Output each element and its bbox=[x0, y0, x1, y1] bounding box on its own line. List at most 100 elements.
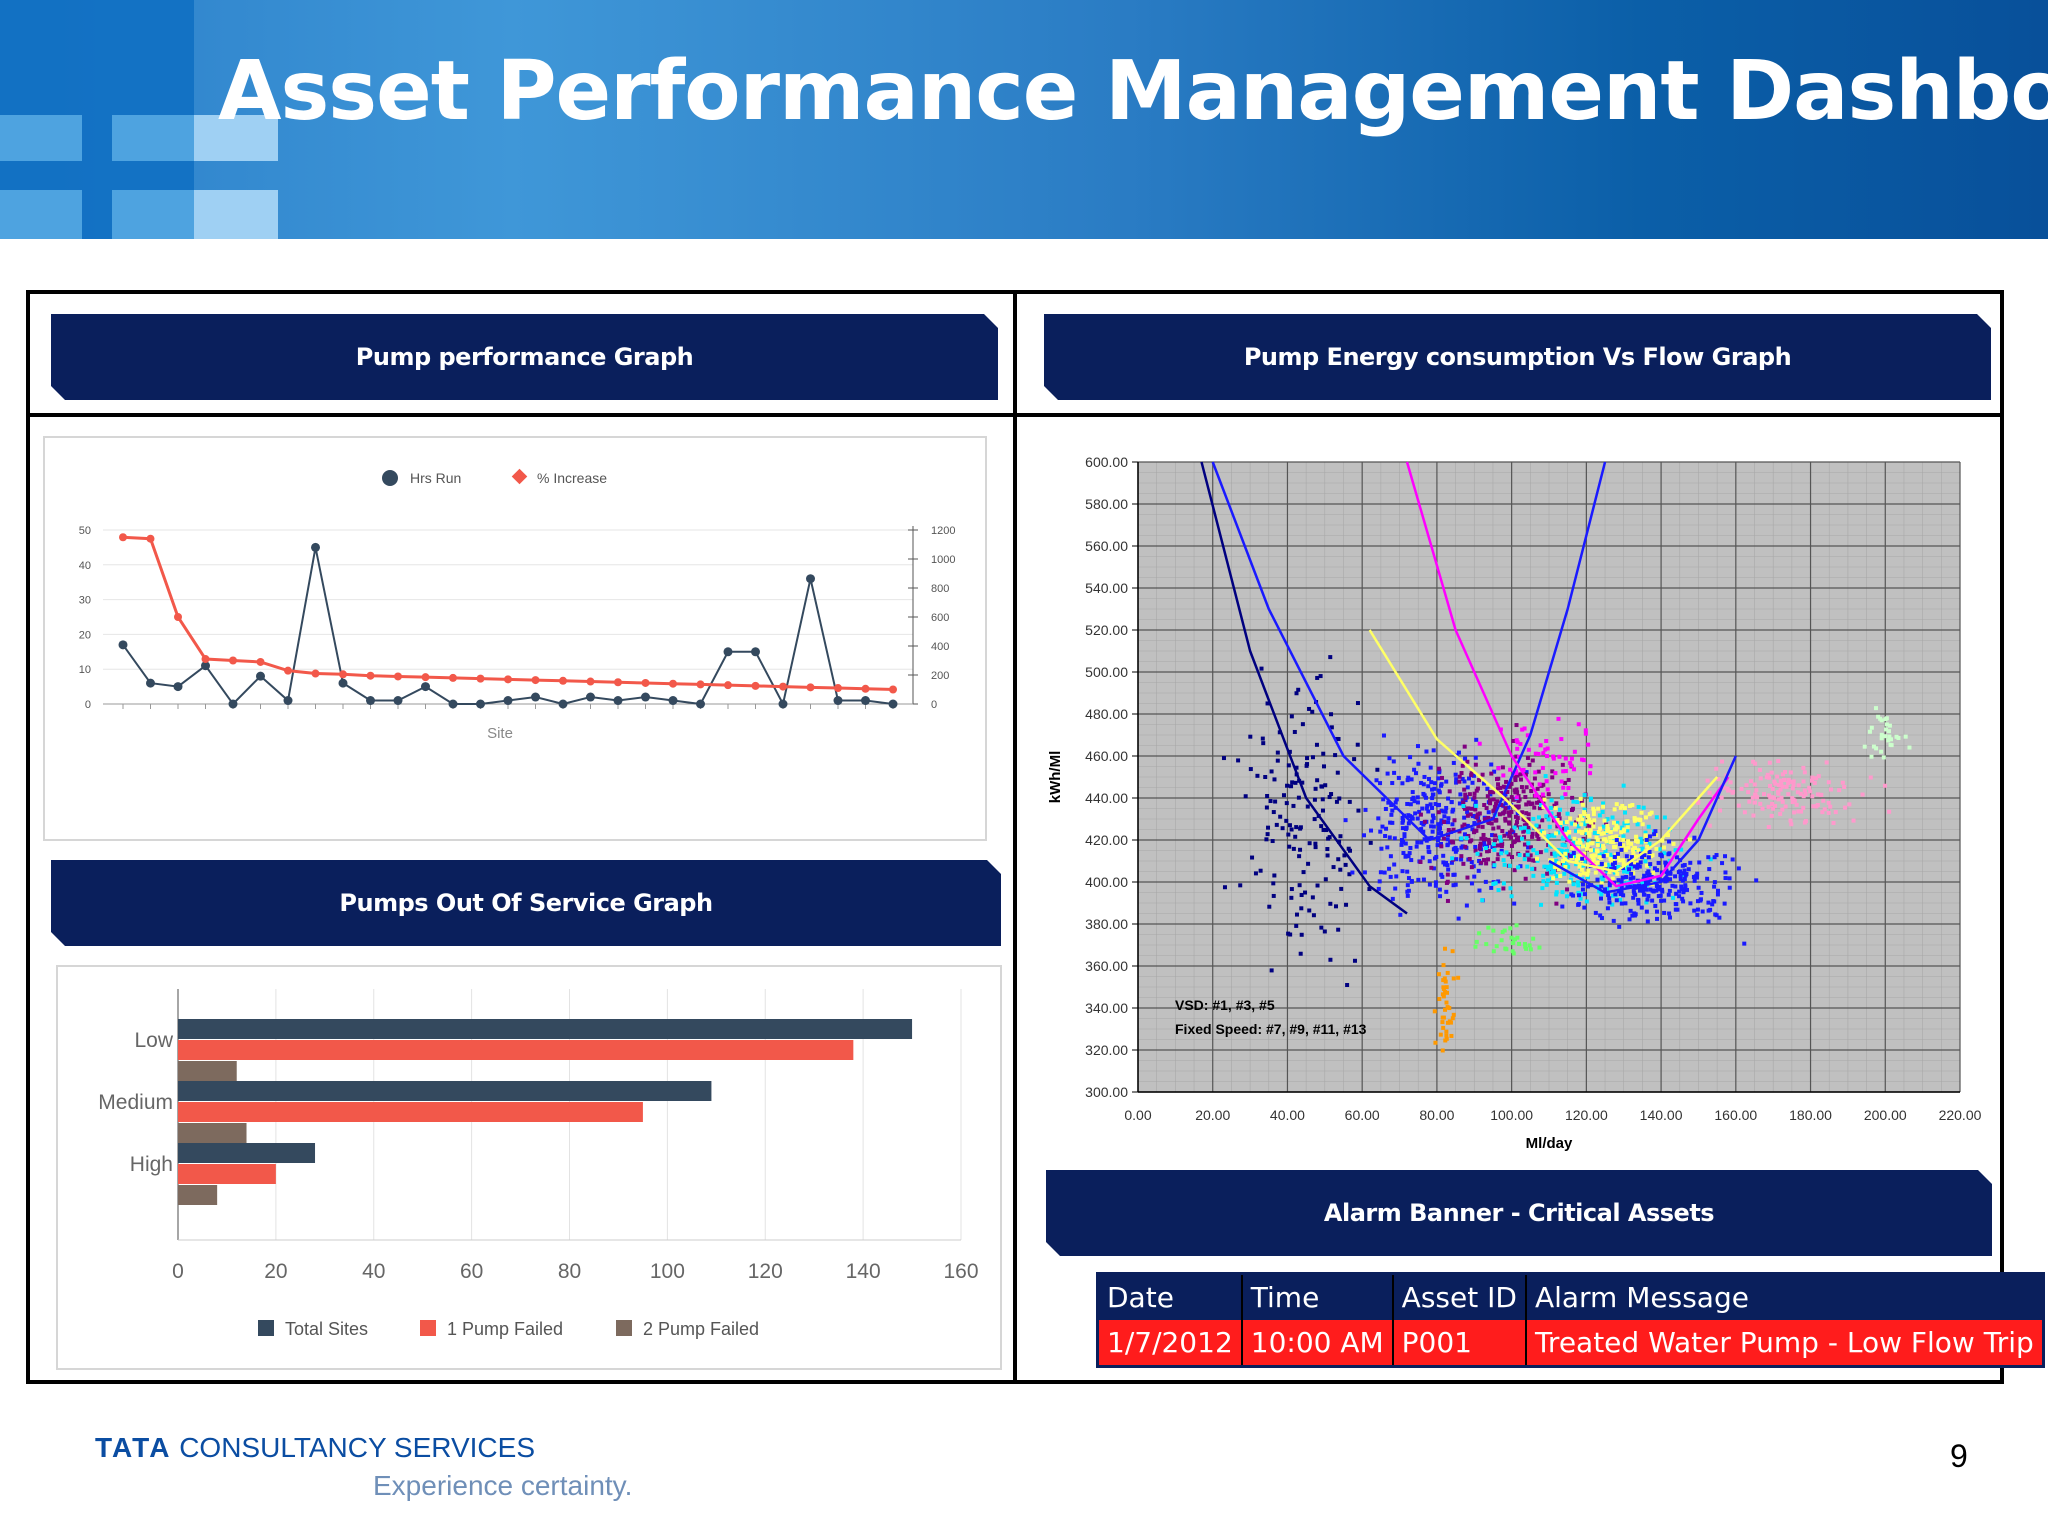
scatter-point bbox=[1474, 828, 1479, 833]
scatter-point bbox=[1722, 901, 1727, 906]
bar-2-pump-failed bbox=[178, 1185, 218, 1205]
scatter-point bbox=[1496, 766, 1501, 771]
scatter-point bbox=[1599, 881, 1604, 886]
scatter-point bbox=[1480, 898, 1485, 903]
scatter-point bbox=[1591, 857, 1596, 862]
scatter-point bbox=[1537, 945, 1542, 950]
data-point bbox=[119, 533, 127, 542]
scatter-point bbox=[1607, 883, 1612, 888]
alarm-row[interactable]: 1/7/2012 10:00 AM P001 Treated Water Pum… bbox=[1097, 1320, 2044, 1367]
scatter-point bbox=[1547, 843, 1552, 848]
scatter-point bbox=[1658, 893, 1663, 898]
scatter-point bbox=[1515, 740, 1520, 745]
scatter-point bbox=[1451, 883, 1456, 888]
scatter-point bbox=[1595, 860, 1600, 865]
scatter-point bbox=[1619, 885, 1624, 890]
alarm-table-header-row: Date Time Asset ID Alarm Message bbox=[1097, 1273, 2044, 1320]
scatter-point bbox=[1436, 766, 1441, 771]
scatter-point bbox=[1281, 793, 1286, 798]
scatter-point bbox=[1622, 821, 1627, 826]
scatter-point bbox=[1504, 850, 1509, 855]
scatter-point bbox=[1507, 830, 1512, 835]
y-tick-label: 400.00 bbox=[1085, 874, 1128, 890]
scatter-point bbox=[1715, 888, 1720, 893]
energy-vs-flow-title: Pump Energy consumption Vs Flow Graph bbox=[1243, 343, 1792, 371]
scatter-point bbox=[1558, 873, 1563, 878]
scatter-point bbox=[1469, 771, 1474, 776]
scatter-point bbox=[1545, 871, 1550, 876]
scatter-point bbox=[1578, 896, 1583, 901]
scatter-point bbox=[1441, 994, 1446, 999]
scatter-point bbox=[1549, 798, 1554, 803]
page-number: 9 bbox=[1950, 1438, 1968, 1474]
scatter-point bbox=[1612, 854, 1617, 859]
scatter-point bbox=[1727, 788, 1732, 793]
scatter-point bbox=[1621, 843, 1626, 848]
scatter-point bbox=[1874, 746, 1879, 751]
scatter-point bbox=[1260, 736, 1265, 741]
data-point bbox=[504, 675, 512, 684]
scatter-point bbox=[1449, 860, 1454, 865]
data-point bbox=[449, 673, 457, 682]
scatter-point bbox=[1377, 879, 1382, 884]
scatter-point bbox=[1843, 805, 1848, 810]
scatter-point bbox=[1656, 860, 1661, 865]
scatter-point bbox=[1667, 851, 1672, 856]
scatter-point bbox=[1604, 839, 1609, 844]
scatter-point bbox=[1495, 799, 1500, 804]
scatter-point bbox=[1579, 867, 1584, 872]
scatter-point bbox=[1907, 745, 1912, 750]
scatter-point bbox=[1696, 799, 1701, 804]
scatter-point bbox=[1667, 911, 1672, 916]
scatter-point bbox=[1573, 820, 1578, 825]
scatter-point bbox=[1278, 814, 1283, 819]
scatter-point bbox=[1336, 857, 1341, 862]
scatter-point bbox=[1587, 817, 1592, 822]
scatter-point bbox=[1380, 824, 1385, 829]
bar-total-sites bbox=[178, 1019, 913, 1039]
scatter-point bbox=[1788, 770, 1793, 775]
scatter-point bbox=[1869, 754, 1874, 759]
scatter-point bbox=[1614, 802, 1619, 807]
scatter-point bbox=[1487, 798, 1492, 803]
scatter-point bbox=[1580, 887, 1585, 892]
scatter-point bbox=[1617, 924, 1622, 929]
scatter-point bbox=[1626, 855, 1631, 860]
scatter-point bbox=[1608, 835, 1613, 840]
scatter-point bbox=[1498, 838, 1503, 843]
scatter-point bbox=[1554, 874, 1559, 879]
scatter-point bbox=[1577, 856, 1582, 861]
scatter-point bbox=[1681, 871, 1686, 876]
scatter-point bbox=[1670, 883, 1675, 888]
scatter-point bbox=[1636, 901, 1641, 906]
scatter-point bbox=[1536, 824, 1541, 829]
scatter-point bbox=[1499, 802, 1504, 807]
scatter-point bbox=[1550, 769, 1555, 774]
scatter-point bbox=[1572, 767, 1577, 772]
x-tick-label: 180.00 bbox=[1789, 1107, 1832, 1123]
scatter-point bbox=[1315, 675, 1320, 680]
scatter-point bbox=[1439, 808, 1444, 813]
scatter-point bbox=[1430, 796, 1435, 801]
scatter-point bbox=[1615, 871, 1620, 876]
scatter-point bbox=[1498, 785, 1503, 790]
scatter-point bbox=[1860, 792, 1865, 797]
scatter-point bbox=[1582, 812, 1587, 817]
scatter-point bbox=[1473, 848, 1478, 853]
scatter-point bbox=[1362, 870, 1367, 875]
scatter-point bbox=[1583, 728, 1588, 733]
scatter-point bbox=[1502, 833, 1507, 838]
scatter-point bbox=[1319, 925, 1324, 930]
scatter-point bbox=[1676, 870, 1681, 875]
scatter-point bbox=[1696, 885, 1701, 890]
scatter-point bbox=[1526, 747, 1531, 752]
scatter-point bbox=[1710, 902, 1715, 907]
scatter-point bbox=[1871, 744, 1876, 749]
scatter-point bbox=[1623, 901, 1628, 906]
scatter-point bbox=[1570, 845, 1575, 850]
data-point bbox=[531, 692, 540, 702]
scatter-point bbox=[1714, 766, 1719, 771]
scatter-point bbox=[1390, 781, 1395, 786]
scatter-point bbox=[1554, 890, 1559, 895]
data-point bbox=[641, 678, 650, 687]
